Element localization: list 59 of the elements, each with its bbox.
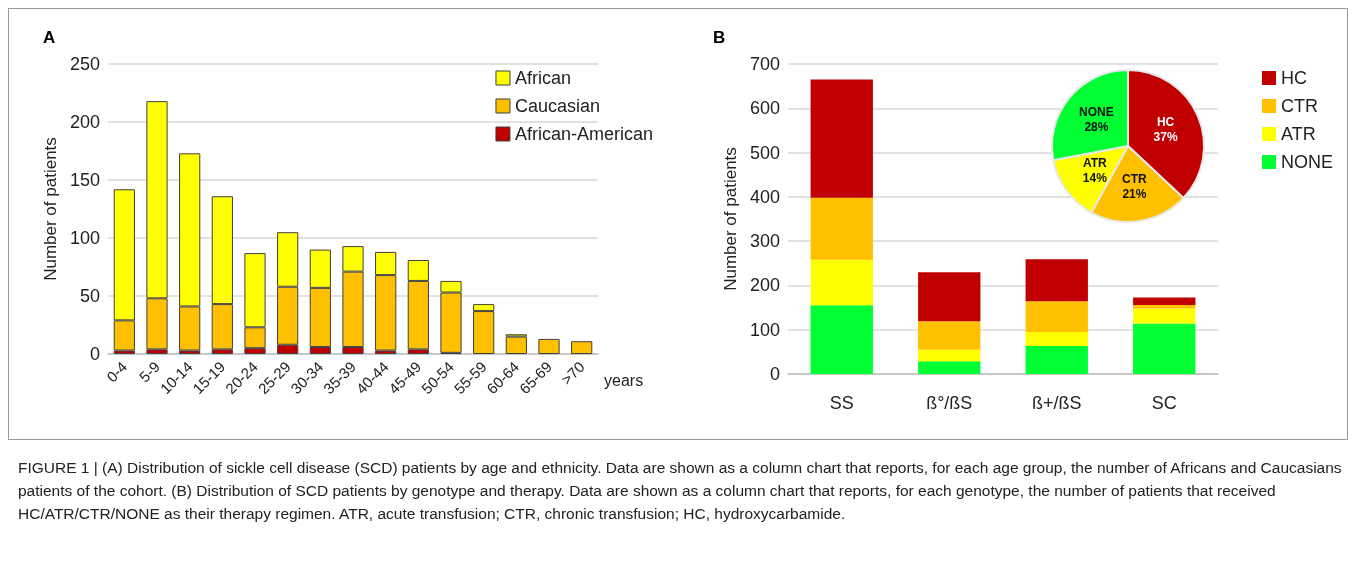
bar (918, 272, 981, 322)
caption: FIGURE 1 | (A) Distribution of sickle cell disease (SCD) patients by age and ethnicity. Data are shown as a column chart that reports, for each age group, the number of Africans and Caucasians patients of the cohort. (B) Distribution of SCD patients by genotype and therapy. Data are shown as a column chart that reports, for each genotype, the number of patients that received HC/ATR/CTR/NONE as their therapy regimen. ATR, acute transfusion; CTR, chronic transfusion; HC, hydroxycarbamide. (18, 458, 1343, 524)
x-axis-title: years (604, 371, 644, 389)
data-label: 37% (1153, 130, 1178, 145)
y-tick-label: 150 (69, 170, 100, 190)
bar (1025, 331, 1088, 347)
slice-label: ATR (1082, 155, 1108, 170)
data-label: 21% (1122, 187, 1147, 201)
slice-label: CTR (1122, 172, 1148, 186)
y-tick-label: 250 (69, 54, 100, 74)
legend-label: HC (1281, 68, 1307, 88)
y-tick-label: 500 (749, 142, 780, 163)
y-tick-label: 700 (749, 54, 780, 74)
legend-label: ATR (1281, 124, 1316, 144)
x-tick-label: ß°/ßS (926, 393, 973, 413)
legend-label: African-American (514, 124, 654, 144)
data-label: 14% (1082, 170, 1108, 185)
y-tick-label: 200 (69, 112, 100, 132)
legend-label: Caucasian (514, 96, 601, 116)
legend-label: CTR (1281, 96, 1318, 116)
x-tick-label: >70 (557, 357, 588, 388)
bar (1025, 259, 1088, 302)
x-tick-label: SS (829, 393, 854, 413)
bar (571, 341, 593, 354)
bar (918, 349, 981, 362)
y-axis-title: Number of patients (41, 137, 61, 281)
legend-label: African (514, 68, 571, 88)
y-axis-title: Number of patients (721, 147, 741, 291)
y-tick-label: 0 (89, 344, 100, 364)
y-tick-label: 50 (79, 286, 100, 306)
bar (1133, 308, 1196, 324)
y-tick-label: 100 (749, 319, 780, 340)
bar (810, 259, 873, 306)
bar (1025, 301, 1088, 332)
chart-title: B (713, 28, 726, 47)
bar (1133, 323, 1196, 374)
x-tick-label: 0-4 (103, 357, 131, 386)
bar (810, 305, 873, 374)
bar (810, 197, 873, 260)
chart-title: A (43, 28, 56, 47)
y-tick-label: 300 (749, 231, 780, 252)
bar (918, 361, 981, 374)
legend-label: NONE (1281, 152, 1334, 172)
bar (1133, 297, 1196, 305)
x-tick-label: ß+/ßS (1031, 393, 1082, 413)
bar (1025, 346, 1088, 374)
y-tick-label: 0 (769, 364, 780, 384)
y-tick-label: 100 (69, 228, 100, 248)
y-tick-label: 600 (749, 98, 780, 119)
y-tick-label: 200 (749, 275, 780, 296)
x-tick-label: SC (1151, 393, 1177, 413)
slice-label: NONE (1079, 105, 1114, 120)
bar (810, 79, 873, 198)
y-tick-label: 400 (749, 186, 780, 207)
bar (505, 336, 527, 354)
data-label: 28% (1084, 120, 1109, 135)
slice-label: HC (1156, 115, 1175, 130)
bar (538, 338, 560, 354)
bar (918, 321, 981, 350)
